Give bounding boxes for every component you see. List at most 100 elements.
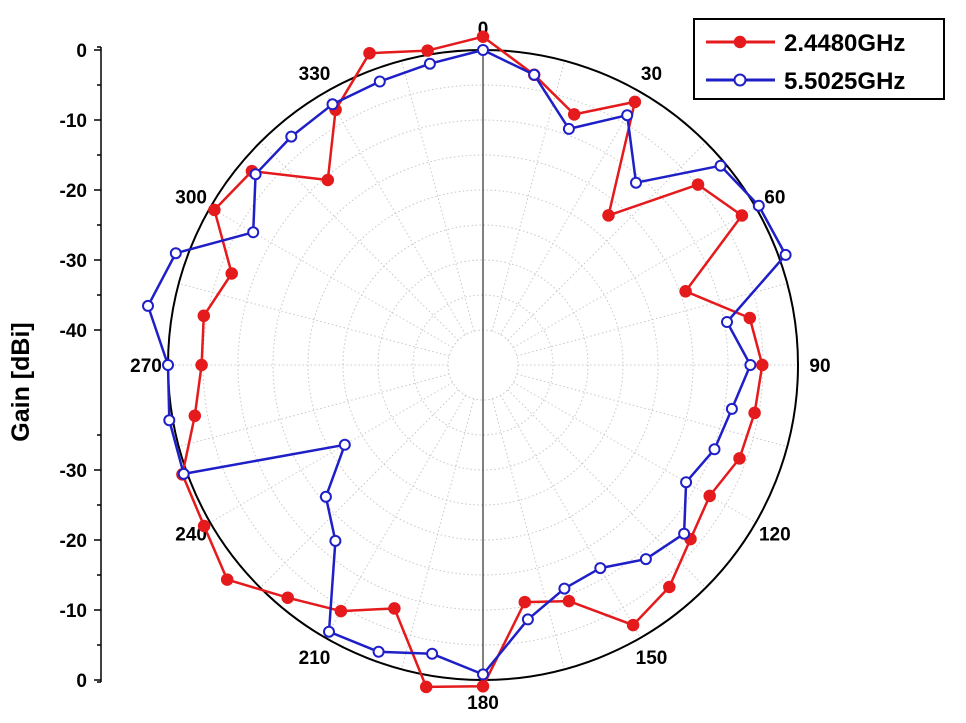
data-point [373, 75, 386, 88]
data-point [708, 443, 721, 456]
grid-spoke [500, 395, 641, 639]
data-point [703, 489, 716, 503]
gain-axis-title: Gain [dBi] [7, 322, 35, 441]
grid-spoke [209, 207, 453, 348]
legend: 2.4480GHz 5.5025GHz [693, 18, 945, 100]
data-point [372, 645, 385, 658]
grid-spoke [516, 282, 788, 357]
data-point [558, 582, 571, 595]
data-point [621, 109, 634, 122]
grid-spoke [400, 60, 475, 332]
gain-tick-label: 0 [76, 671, 87, 692]
data-point [721, 316, 733, 328]
data-point [630, 176, 642, 189]
legend-label-5502: 5.5025GHz [784, 68, 905, 95]
data-point [680, 476, 693, 489]
grid-spoke [507, 141, 707, 341]
data-point [319, 490, 332, 503]
data-point [329, 534, 342, 547]
data-point [714, 159, 727, 172]
gain-tick-label: -10 [60, 111, 87, 132]
grid-spoke [513, 382, 757, 523]
data-point [628, 95, 642, 109]
data-point [162, 359, 174, 371]
angle-label-240: 240 [175, 525, 207, 546]
grid-spoke [209, 382, 453, 523]
grid-spoke [516, 373, 788, 448]
data-point [220, 573, 234, 586]
data-point [281, 591, 294, 604]
grid-spoke [178, 282, 450, 357]
data-point [163, 414, 176, 427]
data-point [562, 594, 576, 608]
series-line-1 [146, 48, 787, 676]
gain-tick-label: 0 [76, 41, 87, 62]
data-point [594, 562, 607, 575]
gain-tick-label: -40 [60, 321, 87, 342]
gain-axis: 0 -10 -20 -30 -40 -30 -20 -10 0 [60, 41, 102, 692]
data-point [476, 680, 490, 693]
data-point [334, 604, 348, 618]
data-point [323, 625, 335, 638]
data-point [744, 359, 757, 371]
data-point [567, 108, 581, 121]
data-point [477, 44, 489, 56]
data-point [678, 527, 691, 540]
angle-label-90: 90 [809, 356, 830, 377]
legend-box [693, 18, 945, 100]
grid-spoke [491, 398, 566, 670]
data-point [388, 602, 401, 615]
angle-label-300: 300 [175, 188, 207, 209]
angle-label-120: 120 [759, 525, 791, 546]
data-point [421, 44, 434, 57]
legend-marker-5502 [733, 73, 747, 87]
data-point [225, 267, 238, 280]
legend-label-2448: 2.4480GHz [784, 30, 905, 57]
data-point [326, 98, 339, 111]
data-point [691, 178, 705, 191]
grid-spoke [500, 91, 641, 335]
gain-tick-label: -20 [60, 181, 87, 202]
grid-spoke [259, 141, 459, 341]
data-point [208, 203, 221, 217]
data-point [249, 168, 262, 181]
data-point [679, 285, 692, 298]
data-point [169, 247, 182, 260]
angle-labels: 0 30 60 90 120 150 180 210 240 270 300 330 [130, 19, 830, 714]
grid-spoke [513, 207, 757, 348]
data-point [752, 199, 765, 212]
data-point [197, 309, 211, 323]
data-point [756, 358, 769, 372]
data-point [419, 680, 433, 694]
series-0 [176, 30, 769, 694]
data-point [639, 553, 652, 566]
grid-spoke [507, 389, 707, 589]
data-point [735, 209, 749, 222]
data-point [733, 452, 746, 465]
angle-label-60: 60 [764, 188, 785, 209]
data-point [743, 311, 757, 325]
data-point [477, 668, 489, 681]
angle-label-30: 30 [641, 64, 662, 85]
grid-spoke [178, 373, 450, 448]
data-point [142, 299, 154, 312]
data-point [338, 438, 351, 451]
data-point [363, 46, 376, 60]
data-point [247, 226, 260, 239]
data-point [748, 406, 761, 420]
grid-spoke [259, 389, 459, 589]
data-point [197, 519, 211, 533]
data-point [626, 618, 640, 632]
angle-label-180: 180 [467, 693, 499, 714]
data-point [562, 122, 575, 135]
data-point [602, 209, 615, 222]
grid-spoke [400, 398, 475, 670]
data-point [285, 130, 298, 143]
data-point [521, 613, 534, 626]
angle-label-330: 330 [299, 64, 331, 85]
grid-spoke [325, 91, 466, 335]
legend-entry-2448: 2.4480GHz [706, 30, 905, 57]
data-series [142, 30, 792, 694]
grid-spoke [325, 395, 466, 639]
